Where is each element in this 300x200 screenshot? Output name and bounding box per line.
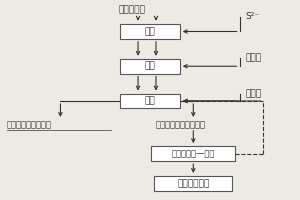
Text: 吸附质解脱—再生: 吸附质解脱—再生 (172, 149, 215, 158)
Text: 除杂后的钨酸盐溶液: 除杂后的钨酸盐溶液 (7, 120, 52, 129)
FancyBboxPatch shape (120, 94, 180, 108)
Text: 回收钼等杂质: 回收钼等杂质 (177, 179, 209, 188)
Text: 沉淀剂: 沉淀剂 (246, 54, 262, 63)
FancyBboxPatch shape (152, 146, 235, 161)
FancyBboxPatch shape (120, 24, 180, 39)
Text: 分离: 分离 (145, 96, 155, 105)
FancyBboxPatch shape (154, 176, 232, 191)
Text: 钨酸盐溶液: 钨酸盐溶液 (118, 5, 146, 14)
Text: 硫化: 硫化 (145, 27, 155, 36)
Text: 沉淀: 沉淀 (145, 62, 155, 71)
Text: S²⁻: S²⁻ (246, 12, 260, 21)
Text: 含有机沉淀物的吸附质: 含有机沉淀物的吸附质 (156, 120, 206, 129)
FancyBboxPatch shape (120, 59, 180, 74)
Text: 吸附质: 吸附质 (246, 90, 262, 99)
